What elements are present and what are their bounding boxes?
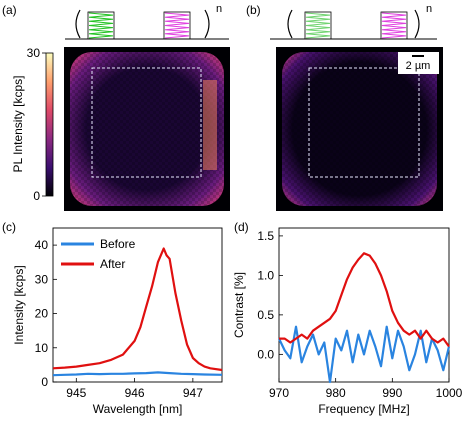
plot-d-series-before-line: [278, 325, 451, 384]
plot-d-xlabel: Frequency [MHz]: [318, 402, 409, 416]
legend-label-before: Before: [100, 237, 136, 251]
plot-c-xlabel: Wavelength [nm]: [93, 402, 183, 416]
plot-d-xtick-label: 1000: [436, 386, 463, 400]
scale-bar-box: [398, 52, 439, 74]
green-pulse-wave-b: [305, 12, 331, 39]
plot-c-xtick-label: 947: [183, 386, 203, 400]
plot-c-series-before-line: [52, 371, 223, 377]
repeat-exponent-b: n: [426, 3, 432, 15]
region-box-a: [91, 67, 202, 178]
panel-label-d: (d): [234, 220, 249, 234]
colorbar-label: PL Intensity [kcps]: [11, 76, 25, 173]
plot-d-ytick-label: 1.5: [257, 229, 274, 243]
plot-c-ytick-label: 10: [35, 341, 49, 355]
plot-c-ytick-label: 0: [41, 375, 48, 389]
pulse-sequence-a: n: [65, 3, 229, 40]
scale-bar-label: 2 µm: [406, 60, 431, 72]
region-box-b: [308, 67, 420, 178]
plot-d-ytick-label: 0.5: [257, 308, 274, 322]
green-pulse-a: [87, 11, 115, 40]
magenta-pulse-a: [163, 11, 191, 40]
panel-label-b: (b): [246, 3, 261, 17]
plot-d-xtick-label: 990: [382, 386, 402, 400]
plot-c-series-after-line: [52, 247, 223, 372]
colorbar-tick-min: 0: [33, 189, 40, 203]
panel-label-c: (c): [2, 220, 16, 234]
pl-map-a: [64, 47, 230, 211]
pulse-sequence-b: n: [270, 3, 437, 40]
colorbar-tick-max: 30: [27, 46, 41, 60]
plot-d-ytick-label: 1.0: [257, 268, 274, 282]
plot-c-xtick-label: 945: [66, 386, 86, 400]
legend-label-after: After: [100, 257, 125, 271]
plot-c-ytick-label: 30: [35, 272, 49, 286]
pl-map-b: 2 µm: [276, 47, 443, 211]
magenta-pulse-wave-b: [381, 12, 407, 39]
plot-c-xtick-label: 946: [125, 386, 145, 400]
plot-d-ylabel: Contrast [%]: [232, 272, 246, 338]
plot-d-series-after-line: [279, 252, 450, 348]
plot-d-xtick-label: 980: [326, 386, 346, 400]
plot-d-ytick-label: 0.0: [257, 347, 274, 361]
plot-c-ytick-label: 20: [35, 307, 49, 321]
magenta-pulse-b: [380, 11, 408, 40]
plot-d: 970 980 990 1000 0.0 0.5 1.0 1.5 Frequency [MHz]…: [232, 227, 463, 416]
plot-c: 945 946 947 0 10 20 30 40 Wavelength [nm] Intensi…: [12, 227, 223, 416]
green-pulse-b: [304, 11, 332, 40]
plot-c-ytick-label: 40: [35, 238, 49, 252]
repeat-exponent-a: n: [216, 3, 222, 15]
plot-d-axes-frame: [278, 227, 450, 383]
green-pulse-wave-a: [88, 12, 114, 39]
magenta-pulse-wave-a: [164, 12, 190, 39]
colorbar: 30 0 PL Intensity [kcps]: [11, 46, 54, 203]
plot-c-axes-frame: [52, 227, 223, 383]
plot-c-ylabel: Intensity [kcps]: [12, 265, 26, 344]
panel-label-a: (a): [2, 3, 17, 17]
plot-d-xtick-label: 970: [269, 386, 289, 400]
